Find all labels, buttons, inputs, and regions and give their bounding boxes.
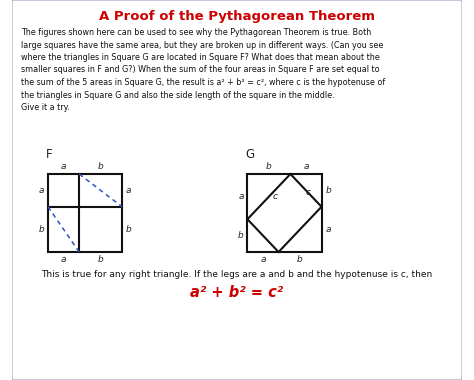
Text: a² + b² = c²: a² + b² = c²	[191, 285, 283, 300]
Bar	[247, 174, 321, 252]
Text: where the triangles in Square G are located in Square F? What does that mean abo: where the triangles in Square G are loca…	[21, 53, 380, 62]
Text: c: c	[305, 188, 310, 197]
Polygon shape	[247, 174, 321, 252]
Text: b: b	[297, 255, 303, 264]
Text: Give it a try.: Give it a try.	[21, 103, 70, 112]
Text: a: a	[303, 162, 309, 171]
Text: b: b	[98, 255, 103, 264]
Text: b: b	[38, 225, 44, 234]
Text: a: a	[126, 186, 131, 195]
Text: c: c	[272, 192, 277, 201]
Text: F: F	[46, 148, 53, 161]
Text: smaller squares in F and G?) When the sum of the four areas in Square F are set : smaller squares in F and G?) When the su…	[21, 65, 380, 74]
Text: a: a	[325, 225, 331, 234]
Text: large squares have the same area, but they are broken up in different ways. (Can: large squares have the same area, but th…	[21, 41, 384, 49]
Text: the triangles in Square G and also the side length of the square in the middle.: the triangles in Square G and also the s…	[21, 90, 335, 100]
Text: a: a	[260, 255, 266, 264]
Text: the sum of the 5 areas in Square G, the result is a² + b² = c², where c is the h: the sum of the 5 areas in Square G, the …	[21, 78, 386, 87]
Text: a: a	[39, 186, 44, 195]
Text: b: b	[266, 162, 272, 171]
Text: The figures shown here can be used to see why the Pythagorean Theorem is true. B: The figures shown here can be used to se…	[21, 28, 372, 37]
Text: A Proof of the Pythagorean Theorem: A Proof of the Pythagorean Theorem	[99, 10, 375, 23]
Text: b: b	[238, 231, 244, 240]
Text: a: a	[61, 255, 66, 264]
Bar	[48, 174, 122, 252]
Text: a: a	[238, 192, 244, 201]
Text: b: b	[126, 225, 132, 234]
Text: a: a	[61, 162, 66, 171]
Text: G: G	[246, 148, 255, 161]
FancyBboxPatch shape	[12, 0, 462, 380]
Text: b: b	[325, 186, 331, 195]
Text: b: b	[98, 162, 103, 171]
Text: This is true for any right triangle. If the legs are a and b and the hypotenuse : This is true for any right triangle. If …	[41, 270, 433, 279]
